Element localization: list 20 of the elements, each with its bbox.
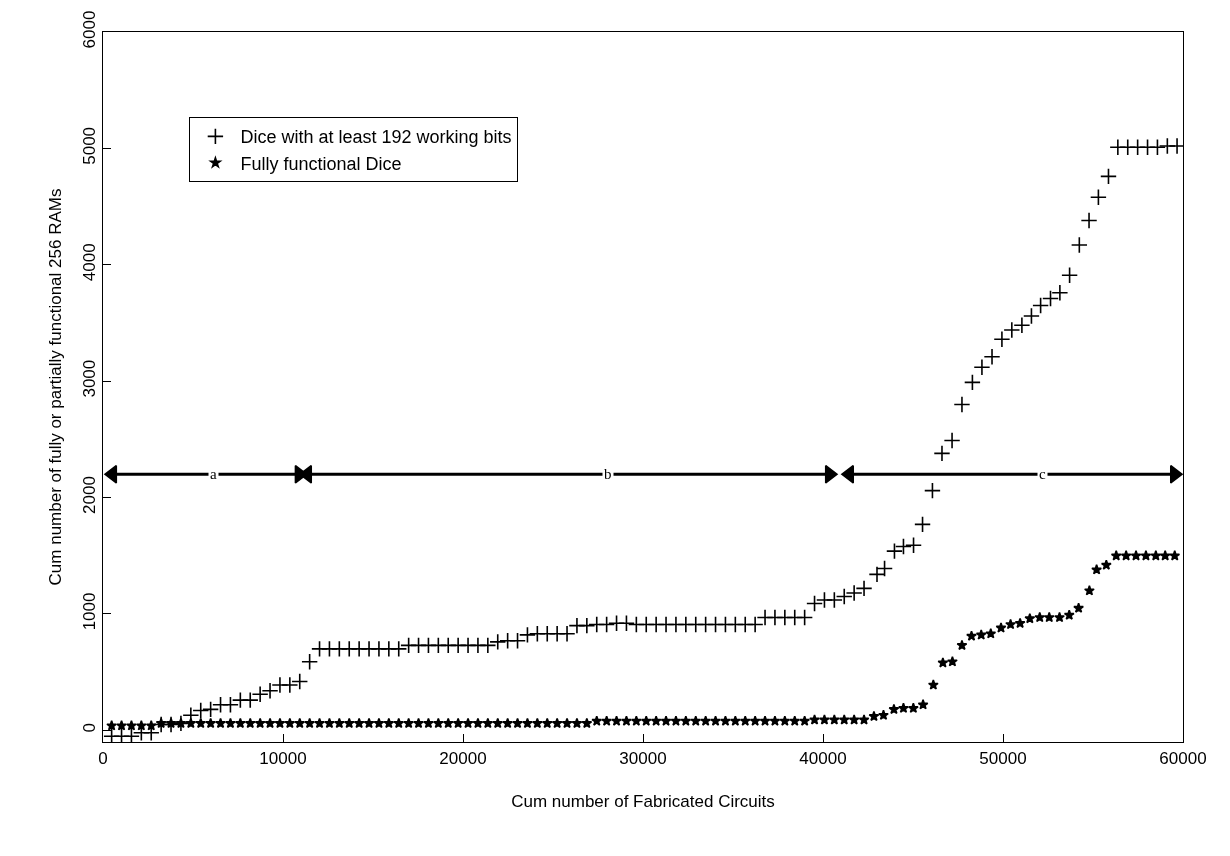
legend-label: Dice with at least 192 working bits <box>240 127 512 148</box>
annotation: b <box>604 466 612 482</box>
x-tick-label: 20000 <box>439 748 487 768</box>
y-tick-label: 0 <box>80 723 100 733</box>
y-axis-title: Cum number of fully or partially functional 256 RAMs <box>45 188 65 586</box>
x-tick-label: 10000 <box>259 748 307 768</box>
annotation: a <box>210 466 217 482</box>
y-tick-label: 2000 <box>80 476 100 514</box>
legend-label: Fully functional Dice <box>240 153 402 174</box>
x-tick-label: 30000 <box>619 748 667 768</box>
x-tick-label: 50000 <box>979 748 1027 768</box>
y-tick-label: 3000 <box>80 359 100 398</box>
y-tick-label: 5000 <box>80 126 100 165</box>
y-tick-label: 6000 <box>80 10 100 49</box>
annotation: c <box>1039 466 1046 482</box>
x-axis-title: Cum number of Fabricated Circuits <box>511 791 775 811</box>
x-tick-label: 40000 <box>799 748 847 768</box>
x-tick-label: 60000 <box>1159 748 1207 768</box>
y-tick-label: 1000 <box>80 592 100 631</box>
y-tick-label: 4000 <box>80 243 100 282</box>
